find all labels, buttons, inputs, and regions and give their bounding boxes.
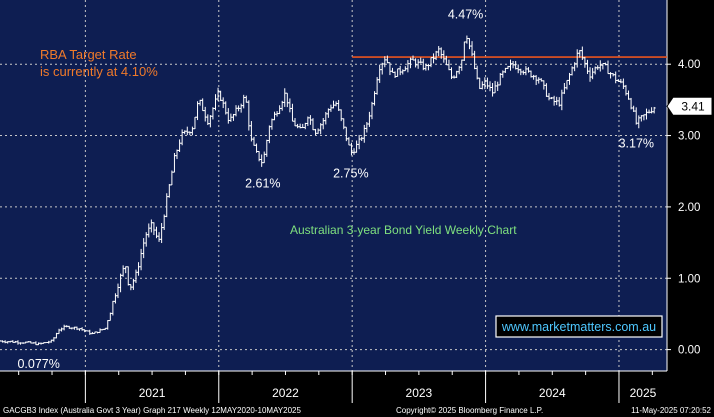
weekly-bar bbox=[652, 106, 656, 114]
rba-label-line-2: is currently at 4.10% bbox=[40, 64, 158, 79]
x-year-label: 2022 bbox=[272, 386, 299, 400]
rba-label-line-1: RBA Target Rate bbox=[40, 47, 137, 62]
x-year-label: 2025 bbox=[630, 386, 657, 400]
y-tick-label: 0.00 bbox=[678, 345, 700, 357]
x-year-label: 2023 bbox=[406, 386, 433, 400]
x-year-label: 2021 bbox=[139, 386, 166, 400]
website-box bbox=[495, 315, 663, 338]
y-axis: 0.00 1.00 2.00 3.00 4.00 bbox=[666, 0, 700, 371]
annotation-label: 3.17% bbox=[619, 136, 654, 150]
last-value-box bbox=[666, 96, 713, 116]
footer-copyright: Copyright© 2025 Bloomberg Finance L.P. bbox=[396, 406, 543, 415]
annotation-label: 0.077% bbox=[17, 357, 59, 371]
last-value-tag: 3.41 bbox=[666, 96, 713, 116]
y-tick-label: 3.00 bbox=[678, 131, 700, 143]
annotations: 0.077% 2.61% 2.75% 4.47% 3.17% bbox=[17, 8, 654, 371]
chart-title: Australian 3-year Bond Yield Weekly Char… bbox=[290, 223, 517, 237]
yield-series bbox=[0, 35, 656, 346]
x-axis: 2021 2022 2023 2024 2025 bbox=[0, 370, 667, 403]
annotation-label: 4.47% bbox=[448, 8, 483, 22]
annotation-label: 2.75% bbox=[333, 166, 368, 180]
y-tick-label: 1.00 bbox=[678, 273, 700, 285]
footer-left: GACGB3 Index (Australia Govt 3 Year) Gra… bbox=[3, 406, 301, 415]
website-label: www.marketmatters.com.au bbox=[501, 320, 656, 334]
x-year-label: 2024 bbox=[539, 386, 566, 400]
last-value-label: 3.41 bbox=[681, 99, 705, 113]
footer-date: 11-May-2025 07:20:52 bbox=[631, 406, 711, 415]
annotation-label: 2.61% bbox=[245, 176, 280, 190]
y-tick-label: 2.00 bbox=[678, 202, 700, 214]
plot-area bbox=[0, 0, 667, 371]
y-tick-label: 4.00 bbox=[678, 59, 700, 71]
grid-lines bbox=[0, 0, 667, 371]
